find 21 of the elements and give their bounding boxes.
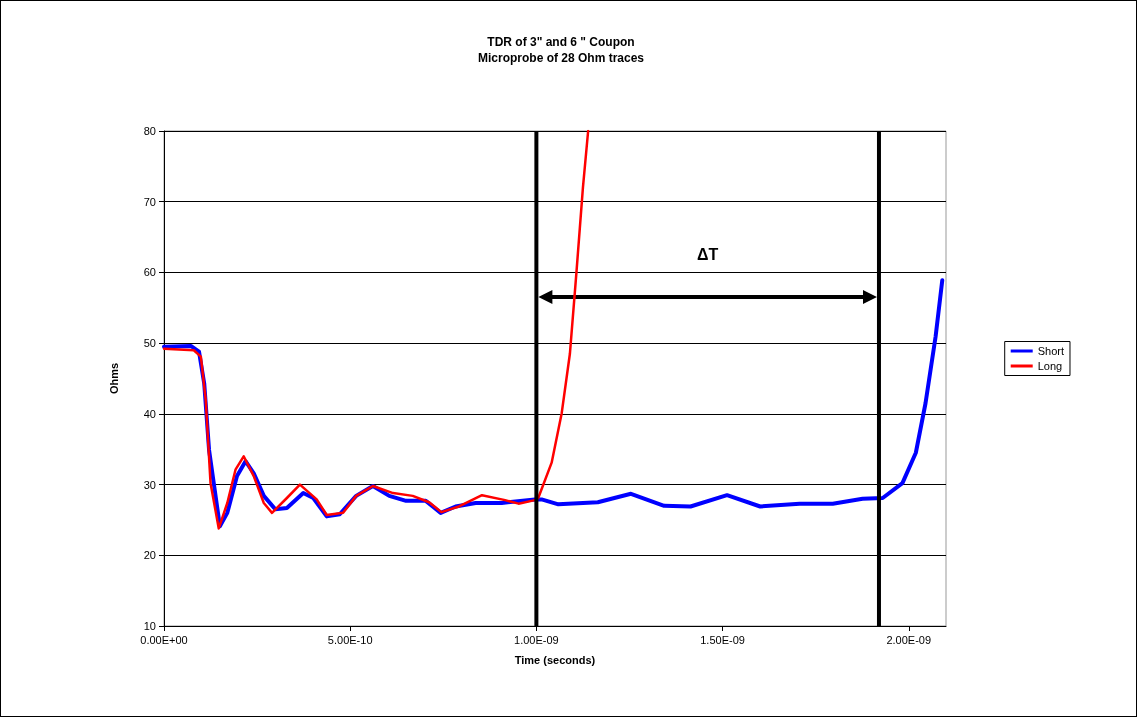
x-tick-label: 1.00E-09 bbox=[514, 633, 559, 646]
x-axis-title: Time (seconds) bbox=[514, 653, 596, 666]
legend-label: Short bbox=[1037, 345, 1065, 357]
y-tick-label: 40 bbox=[143, 407, 156, 420]
x-tick-label: 1.50E-09 bbox=[700, 633, 745, 646]
x-tick-label: 2.00E-09 bbox=[886, 633, 932, 646]
legend-label: Long bbox=[1037, 360, 1063, 372]
x-tick-label: 5.00E-10 bbox=[327, 633, 373, 646]
y-tick-label: 80 bbox=[143, 125, 156, 137]
x-tick-label: 0.00E+00 bbox=[140, 633, 188, 646]
y-tick-label: 10 bbox=[143, 620, 156, 632]
y-axis-title: Ohms bbox=[107, 362, 120, 395]
y-tick-label: 20 bbox=[143, 549, 156, 562]
chart-title: TDR of 3" and 6 " Coupon bbox=[487, 35, 635, 49]
y-tick-label: 70 bbox=[143, 195, 156, 208]
y-tick-label: 30 bbox=[143, 478, 156, 491]
line-series bbox=[162, 129, 590, 530]
chart-subtitle: Microprobe of 28 Ohm traces bbox=[477, 51, 645, 65]
y-tick-label: 60 bbox=[143, 266, 156, 279]
annotation: ΔT bbox=[697, 245, 719, 263]
y-tick-label: 50 bbox=[143, 337, 156, 350]
